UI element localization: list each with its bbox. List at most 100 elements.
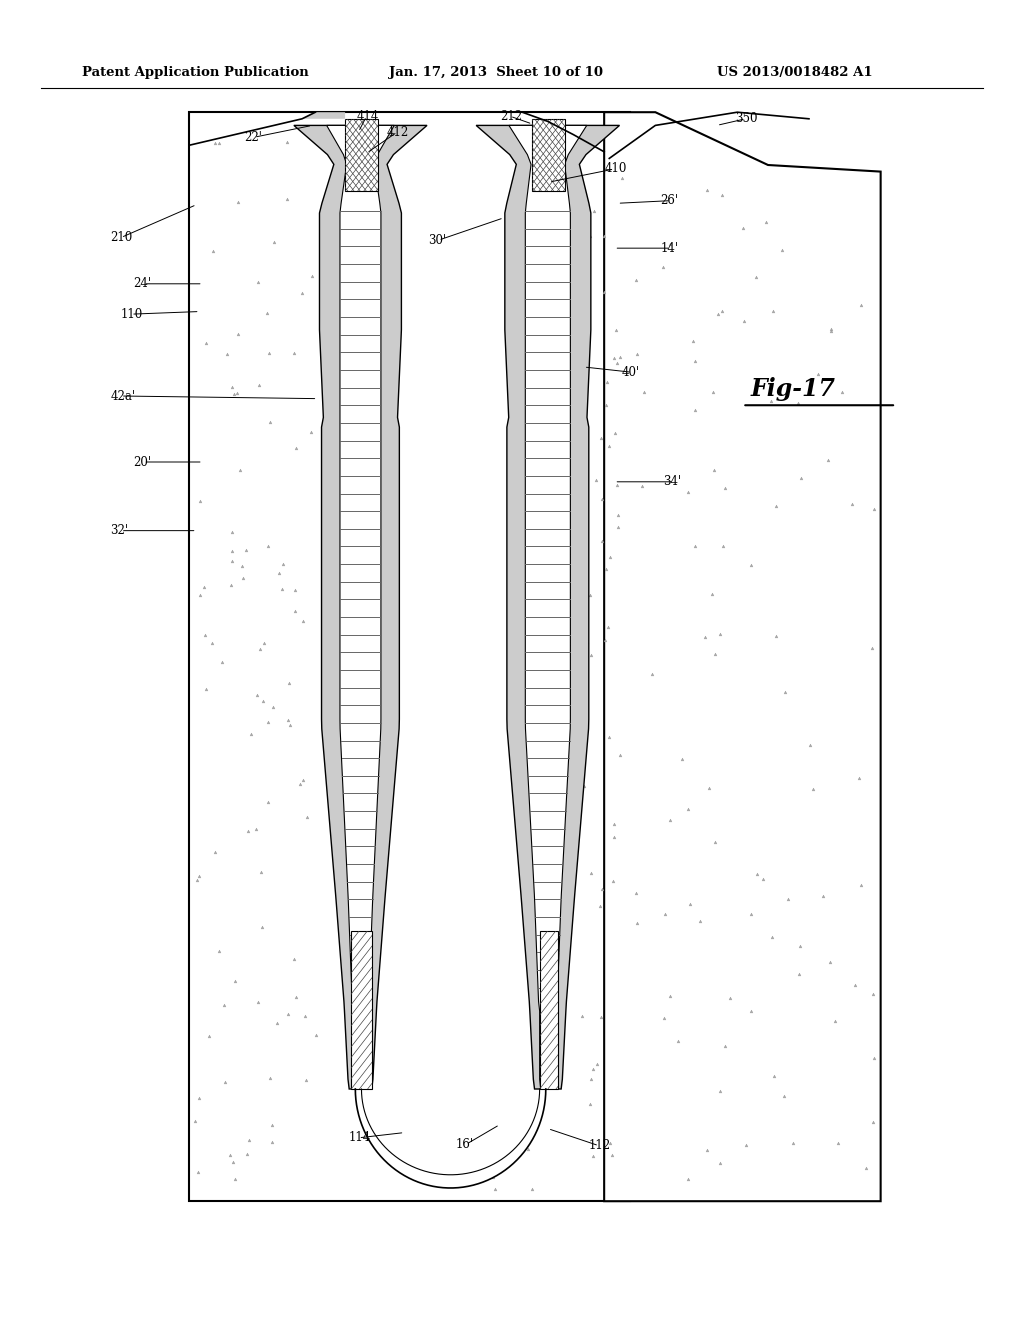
Point — [224, 550, 241, 572]
Point — [706, 459, 722, 480]
Point — [509, 1092, 525, 1113]
Point — [599, 371, 615, 392]
Point — [865, 983, 882, 1005]
Point — [593, 531, 609, 552]
Point — [229, 383, 246, 404]
Point — [223, 574, 240, 595]
Point — [279, 131, 295, 152]
Point — [851, 767, 867, 788]
Point — [655, 256, 672, 277]
Point — [611, 744, 628, 766]
Point — [602, 1133, 618, 1154]
Point — [814, 886, 830, 907]
Point — [714, 301, 730, 322]
Point — [614, 168, 631, 189]
Point — [259, 302, 275, 323]
Point — [298, 1069, 314, 1090]
Point — [717, 477, 733, 498]
Point — [679, 482, 695, 503]
Point — [188, 869, 205, 890]
Point — [847, 974, 863, 995]
Point — [602, 546, 618, 568]
Text: 20': 20' — [133, 455, 152, 469]
Point — [384, 1111, 400, 1133]
Point — [737, 1134, 754, 1155]
Point — [580, 631, 596, 652]
Point — [686, 399, 702, 420]
Point — [601, 726, 617, 747]
Point — [269, 1012, 286, 1034]
Point — [425, 1127, 441, 1148]
Point — [802, 735, 818, 756]
Point — [402, 1092, 419, 1113]
Point — [252, 639, 268, 660]
Point — [865, 1111, 882, 1133]
Point — [198, 333, 214, 354]
Point — [792, 936, 808, 957]
Point — [768, 495, 784, 516]
Point — [234, 568, 251, 589]
Point — [282, 715, 298, 737]
Point — [606, 813, 623, 834]
Point — [288, 579, 304, 601]
Text: 34': 34' — [664, 475, 682, 488]
Point — [611, 346, 628, 367]
Point — [583, 862, 599, 883]
Point — [710, 304, 726, 325]
Point — [714, 185, 730, 206]
Point — [765, 301, 781, 322]
Point — [707, 644, 723, 665]
Point — [585, 1059, 601, 1080]
Point — [263, 1131, 280, 1152]
Point — [606, 422, 623, 444]
Point — [712, 1152, 728, 1173]
Point — [780, 888, 797, 909]
Point — [679, 1168, 695, 1189]
Point — [227, 972, 244, 993]
Point — [193, 490, 209, 511]
Point — [662, 986, 678, 1007]
Point — [523, 1179, 540, 1200]
Text: Fig-17: Fig-17 — [751, 378, 836, 401]
Point — [791, 964, 807, 985]
Polygon shape — [355, 1089, 546, 1188]
Point — [506, 1119, 522, 1140]
Point — [829, 1133, 846, 1154]
Text: 350: 350 — [735, 112, 758, 125]
Point — [766, 1065, 782, 1086]
Point — [662, 809, 678, 830]
Point — [844, 494, 860, 515]
Point — [699, 180, 716, 201]
Point — [223, 540, 240, 561]
Point — [251, 375, 267, 396]
Point — [608, 352, 625, 374]
Point — [217, 1072, 233, 1093]
Point — [743, 554, 760, 576]
Point — [644, 664, 660, 685]
Point — [288, 986, 304, 1007]
Polygon shape — [294, 125, 427, 1089]
Point — [575, 775, 592, 796]
Text: 410: 410 — [604, 162, 627, 176]
Point — [223, 376, 240, 397]
Point — [260, 711, 276, 733]
Point — [597, 395, 613, 416]
Bar — [532, 119, 565, 191]
Point — [485, 1167, 502, 1188]
Point — [223, 521, 240, 543]
Point — [417, 1092, 433, 1113]
Point — [412, 1117, 428, 1138]
Point — [280, 710, 296, 731]
Point — [636, 381, 652, 403]
Point — [264, 697, 281, 718]
Point — [261, 342, 278, 363]
Point — [572, 690, 589, 711]
Point — [233, 556, 250, 577]
Point — [189, 1162, 206, 1183]
Point — [610, 506, 627, 527]
Point — [225, 383, 242, 404]
Point — [441, 1134, 458, 1155]
Point — [412, 1093, 428, 1114]
Point — [198, 678, 214, 700]
Point — [763, 927, 779, 948]
